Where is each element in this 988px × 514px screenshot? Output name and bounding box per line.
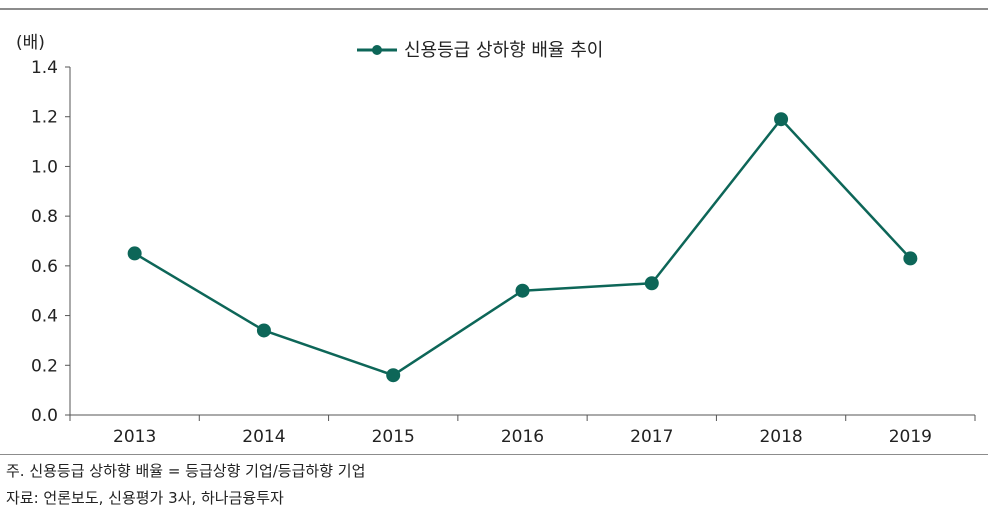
y-tick-label: 0.0: [31, 406, 58, 426]
top-rule: [0, 8, 988, 10]
data-point: [127, 246, 142, 261]
data-point: [256, 323, 271, 338]
x-tick-label: 2014: [242, 427, 285, 447]
data-point: [903, 251, 918, 266]
y-tick-label: 1.2: [31, 108, 58, 128]
data-point: [386, 368, 401, 383]
y-tick-label: 1.0: [31, 157, 58, 177]
y-tick-label: 1.4: [31, 58, 58, 78]
data-point: [515, 283, 530, 298]
x-tick-label: 2015: [372, 427, 415, 447]
y-tick-label: 0.8: [31, 207, 58, 227]
legend-marker: [372, 45, 382, 55]
y-axis: 0.0 0.2 0.4 0.6 0.8 1.0 1.2 1.4: [31, 58, 71, 426]
data-point: [774, 112, 789, 127]
series-line: [134, 117, 912, 377]
y-axis-unit-label: (배): [16, 33, 45, 53]
series-layer: [127, 112, 918, 383]
legend: 신용등급 상하향 배율 추이: [357, 40, 603, 61]
footnote: 주. 신용등급 상하향 배율 = 등급상향 기업/등급하향 기업: [6, 462, 366, 480]
x-tick-label: 2013: [113, 427, 156, 447]
legend-label: 신용등급 상하향 배율 추이: [404, 40, 603, 61]
x-tick-label: 2017: [630, 427, 673, 447]
source-note: 자료: 언론보도, 신용평가 3사, 하나금융투자: [6, 489, 284, 507]
line-chart: (배) 신용등급 상하향 배율 추이 0.0 0.2 0.4 0.6 0.8 1.0 1.2…: [16, 33, 976, 447]
y-tick-label: 0.6: [31, 257, 58, 277]
x-tick-label: 2019: [889, 427, 932, 447]
x-axis: 2013 2014 2015 2016 2017 2018 2019: [69, 414, 976, 447]
footer-rule: [0, 454, 988, 455]
data-point: [644, 276, 659, 291]
x-tick-label: 2016: [501, 427, 544, 447]
y-tick-label: 0.4: [31, 307, 58, 327]
x-tick-label: 2018: [759, 427, 802, 447]
y-tick-label: 0.2: [31, 356, 58, 376]
